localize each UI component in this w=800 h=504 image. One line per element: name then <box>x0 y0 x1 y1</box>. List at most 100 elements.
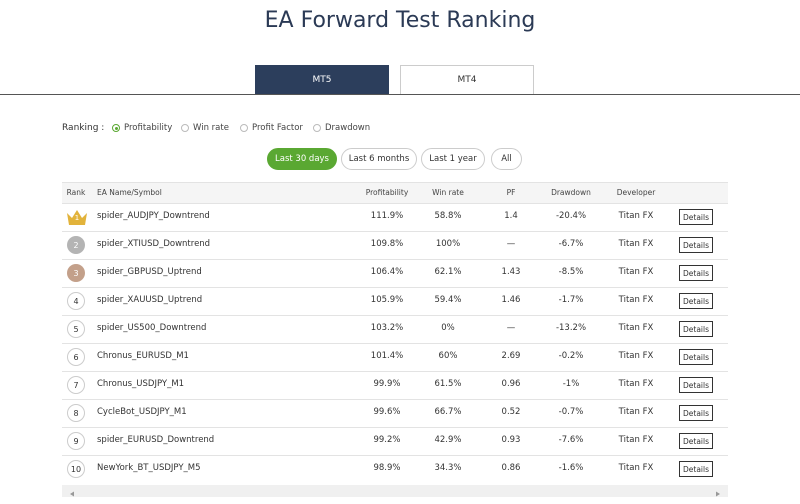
cell: -0.7% <box>558 407 584 417</box>
radio <box>181 124 189 132</box>
cell: spider_US500_Downtrend <box>97 323 207 333</box>
table-header <box>62 182 728 204</box>
cell: spider_AUDJPY_Downtrend <box>97 211 210 221</box>
cell: -13.2% <box>555 323 587 333</box>
cell: Titan FX <box>618 435 654 445</box>
table-row <box>62 259 728 287</box>
radio <box>112 124 120 132</box>
rank-badge: 6 <box>67 348 85 366</box>
details-button[interactable]: Details <box>679 405 713 421</box>
rank: 1 <box>74 214 80 222</box>
details-button[interactable]: Details <box>679 265 713 281</box>
ranking-option[interactable]: Profit Factor <box>240 123 303 133</box>
option-label: Profitability <box>124 123 173 133</box>
radio <box>240 124 248 132</box>
cell: Titan FX <box>618 295 654 305</box>
ranking-label: Ranking : <box>62 123 105 133</box>
cell: Chronus_USDJPY_M1 <box>97 379 185 389</box>
cell: — <box>506 323 516 333</box>
cell: 99.2% <box>373 435 401 445</box>
column-header: Win rate <box>432 188 464 197</box>
cell: 2.69 <box>501 351 521 361</box>
period-button[interactable]: Last 30 days <box>267 148 337 170</box>
platform-tab[interactable]: MT4 <box>400 65 534 94</box>
cell: 60% <box>438 351 458 361</box>
option-label: Profit Factor <box>252 123 303 133</box>
cell: -0.2% <box>558 351 584 361</box>
period-button[interactable]: All <box>491 148 522 170</box>
cell: 0.96 <box>501 379 521 389</box>
cell: spider_XAUUSD_Uptrend <box>97 295 203 305</box>
period-button[interactable]: Last 6 months <box>341 148 417 170</box>
cell: 0.93 <box>501 435 521 445</box>
cell: 105.9% <box>370 295 404 305</box>
details-button[interactable]: Details <box>679 321 713 337</box>
table-row <box>62 231 728 259</box>
divider <box>0 94 800 95</box>
rank-badge: 7 <box>67 376 85 394</box>
rank-badge: 3 <box>67 264 85 282</box>
cell: Titan FX <box>618 463 654 473</box>
details-button[interactable]: Details <box>679 377 713 393</box>
cell: Titan FX <box>618 239 654 249</box>
crown-badge <box>66 208 88 226</box>
cell: 111.9% <box>370 211 404 221</box>
cell: Titan FX <box>618 379 654 389</box>
scrollbar[interactable] <box>62 485 728 497</box>
cell: Titan FX <box>618 351 654 361</box>
radio <box>313 124 321 132</box>
rank-badge: 2 <box>67 236 85 254</box>
rank-badge: 4 <box>67 292 85 310</box>
table-row <box>62 399 728 427</box>
cell: 101.4% <box>370 351 404 361</box>
cell: -20.4% <box>555 211 587 221</box>
cell: 34.3% <box>434 463 462 473</box>
details-button[interactable]: Details <box>679 293 713 309</box>
cell: 0.52 <box>501 407 521 417</box>
table-row <box>62 287 728 315</box>
ranking-option[interactable]: Profitability <box>112 123 172 133</box>
rank-badge: 9 <box>67 432 85 450</box>
cell: 1.46 <box>501 295 521 305</box>
details-button[interactable]: Details <box>679 209 713 225</box>
details-button[interactable]: Details <box>679 433 713 449</box>
cell: spider_EURUSD_Downtrend <box>97 435 215 445</box>
cell: 0% <box>441 323 455 333</box>
details-button[interactable]: Details <box>679 237 713 253</box>
cell: -1.6% <box>558 463 584 473</box>
period-button[interactable]: Last 1 year <box>421 148 485 170</box>
platform-tab[interactable]: MT5 <box>255 65 389 94</box>
rank-badge: 10 <box>67 460 85 478</box>
cell: 103.2% <box>370 323 404 333</box>
rank-badge: 8 <box>67 404 85 422</box>
ranking-option[interactable]: Drawdown <box>313 123 370 133</box>
cell: 42.9% <box>434 435 462 445</box>
cell: 66.7% <box>434 407 462 417</box>
cell: spider_GBPUSD_Uptrend <box>97 267 202 277</box>
cell: — <box>506 239 516 249</box>
cell: Chronus_EURUSD_M1 <box>97 351 189 361</box>
details-button[interactable]: Details <box>679 461 713 477</box>
scroll-arrows <box>70 491 720 497</box>
ranking-option[interactable]: Win rate <box>181 123 229 133</box>
cell: 106.4% <box>370 267 404 277</box>
crown <box>67 210 87 225</box>
table-row <box>62 427 728 455</box>
cell: 1.43 <box>501 267 521 277</box>
details-button[interactable]: Details <box>679 349 713 365</box>
cell: 109.8% <box>370 239 404 249</box>
table-row <box>62 455 728 483</box>
option-label: Win rate <box>193 123 229 133</box>
cell: 61.5% <box>434 379 462 389</box>
cell: 62.1% <box>434 267 462 277</box>
cell: Titan FX <box>618 407 654 417</box>
cell: CycleBot_USDJPY_M1 <box>97 407 187 417</box>
column-header: Profitability <box>365 188 409 197</box>
cell: 0.86 <box>501 463 521 473</box>
table-row <box>62 203 728 231</box>
cell: 100% <box>435 239 461 249</box>
column-header: EA Name/Symbol <box>97 188 162 197</box>
cell: 99.9% <box>373 379 401 389</box>
cell: 98.9% <box>373 463 401 473</box>
